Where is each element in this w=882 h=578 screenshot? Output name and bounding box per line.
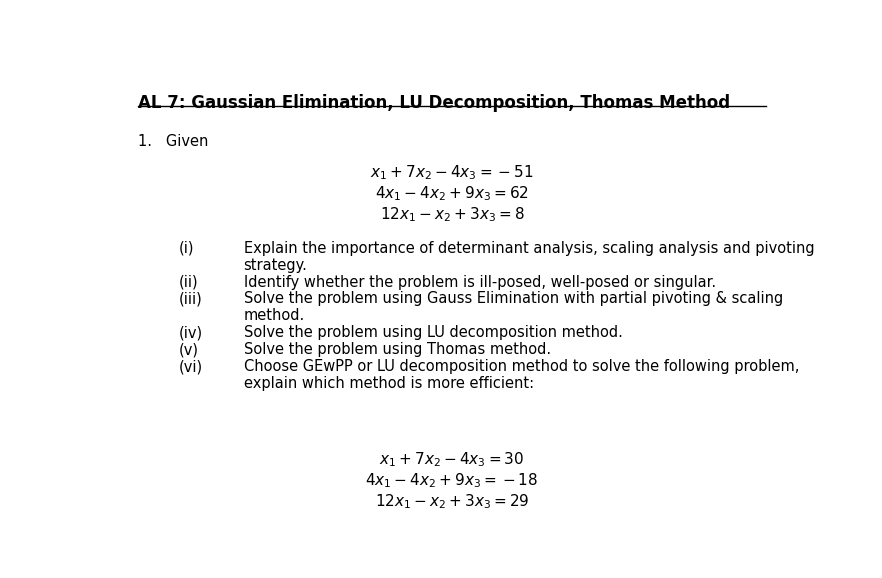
Text: Solve the problem using LU decomposition method.: Solve the problem using LU decomposition… — [243, 325, 623, 340]
Text: Identify whether the problem is ill-posed, well-posed or singular.: Identify whether the problem is ill-pose… — [243, 275, 715, 290]
Text: explain which method is more efficient:: explain which method is more efficient: — [243, 376, 534, 391]
Text: (iv): (iv) — [178, 325, 203, 340]
Text: (ii): (ii) — [178, 275, 198, 290]
Text: Explain the importance of determinant analysis, scaling analysis and pivoting: Explain the importance of determinant an… — [243, 240, 814, 255]
Text: $12x_1 - x_2 + 3x_3 = 8$: $12x_1 - x_2 + 3x_3 = 8$ — [380, 206, 524, 224]
Text: $x_1 + 7x_2 - 4x_3 = -51$: $x_1 + 7x_2 - 4x_3 = -51$ — [370, 163, 534, 181]
Text: $12x_1 - x_2 + 3x_3 = 29$: $12x_1 - x_2 + 3x_3 = 29$ — [375, 492, 529, 512]
Text: 1.   Given: 1. Given — [138, 134, 208, 149]
Text: AL 7: Gaussian Elimination, LU Decomposition, Thomas Method: AL 7: Gaussian Elimination, LU Decomposi… — [138, 94, 729, 112]
Text: Solve the problem using Thomas method.: Solve the problem using Thomas method. — [243, 342, 550, 357]
Text: Choose GEwPP or LU decomposition method to solve the following problem,: Choose GEwPP or LU decomposition method … — [243, 359, 799, 374]
Text: $4x_1 - 4x_2 + 9x_3 = -18$: $4x_1 - 4x_2 + 9x_3 = -18$ — [365, 471, 539, 490]
Text: method.: method. — [243, 308, 305, 323]
Text: $4x_1 - 4x_2 + 9x_3 = 62$: $4x_1 - 4x_2 + 9x_3 = 62$ — [375, 184, 529, 203]
Text: (vi): (vi) — [178, 359, 203, 374]
Text: (v): (v) — [178, 342, 198, 357]
Text: (iii): (iii) — [178, 291, 202, 306]
Text: $x_1 + 7x_2 - 4x_3 = 30$: $x_1 + 7x_2 - 4x_3 = 30$ — [379, 450, 525, 469]
Text: strategy.: strategy. — [243, 258, 308, 273]
Text: (i): (i) — [178, 240, 194, 255]
Text: Solve the problem using Gauss Elimination with partial pivoting & scaling: Solve the problem using Gauss Eliminatio… — [243, 291, 783, 306]
